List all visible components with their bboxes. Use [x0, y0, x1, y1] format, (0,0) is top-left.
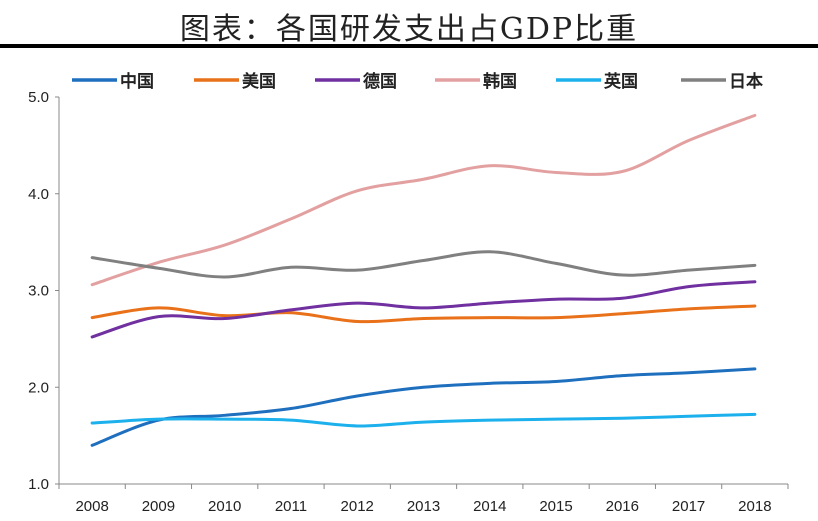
chart-title: 图表：各国研发支出占GDP比重: [179, 12, 639, 47]
y-tick-label: 5.0: [28, 89, 49, 106]
legend-label-3: 韩国: [483, 71, 517, 92]
x-tick-label: 2017: [672, 498, 705, 515]
y-tick-label: 4.0: [28, 186, 49, 203]
x-tick-label: 2013: [407, 498, 440, 515]
series-line-2: [90, 280, 757, 339]
legend-label-5: 日本: [729, 71, 763, 92]
title-divider: [0, 44, 818, 48]
legend-label-4: 英国: [604, 71, 638, 92]
legend-label-2: 德国: [363, 71, 397, 92]
y-tick-label: 1.0: [28, 476, 49, 493]
x-tick-label: 2016: [606, 498, 639, 515]
x-tick-label: 2018: [738, 498, 771, 515]
series-line-3: [90, 113, 757, 287]
x-tick-label: 2010: [208, 498, 241, 515]
x-tick-label: 2011: [275, 498, 307, 515]
y-tick-label: 3.0: [28, 283, 49, 300]
legend-label-1: 美国: [242, 71, 276, 92]
y-tick-label: 2.0: [28, 379, 49, 396]
series-line-1: [90, 304, 757, 324]
x-tick-label: 2008: [75, 498, 108, 515]
x-tick-label: 2015: [539, 498, 572, 515]
legend-label-0: 中国: [120, 71, 154, 92]
series-line-4: [90, 412, 757, 428]
x-tick-label: 2012: [341, 498, 374, 515]
x-tick-label: 2009: [142, 498, 175, 515]
series-line-0: [90, 367, 757, 447]
series-line-5: [90, 250, 757, 279]
x-tick-label: 2014: [473, 498, 506, 515]
